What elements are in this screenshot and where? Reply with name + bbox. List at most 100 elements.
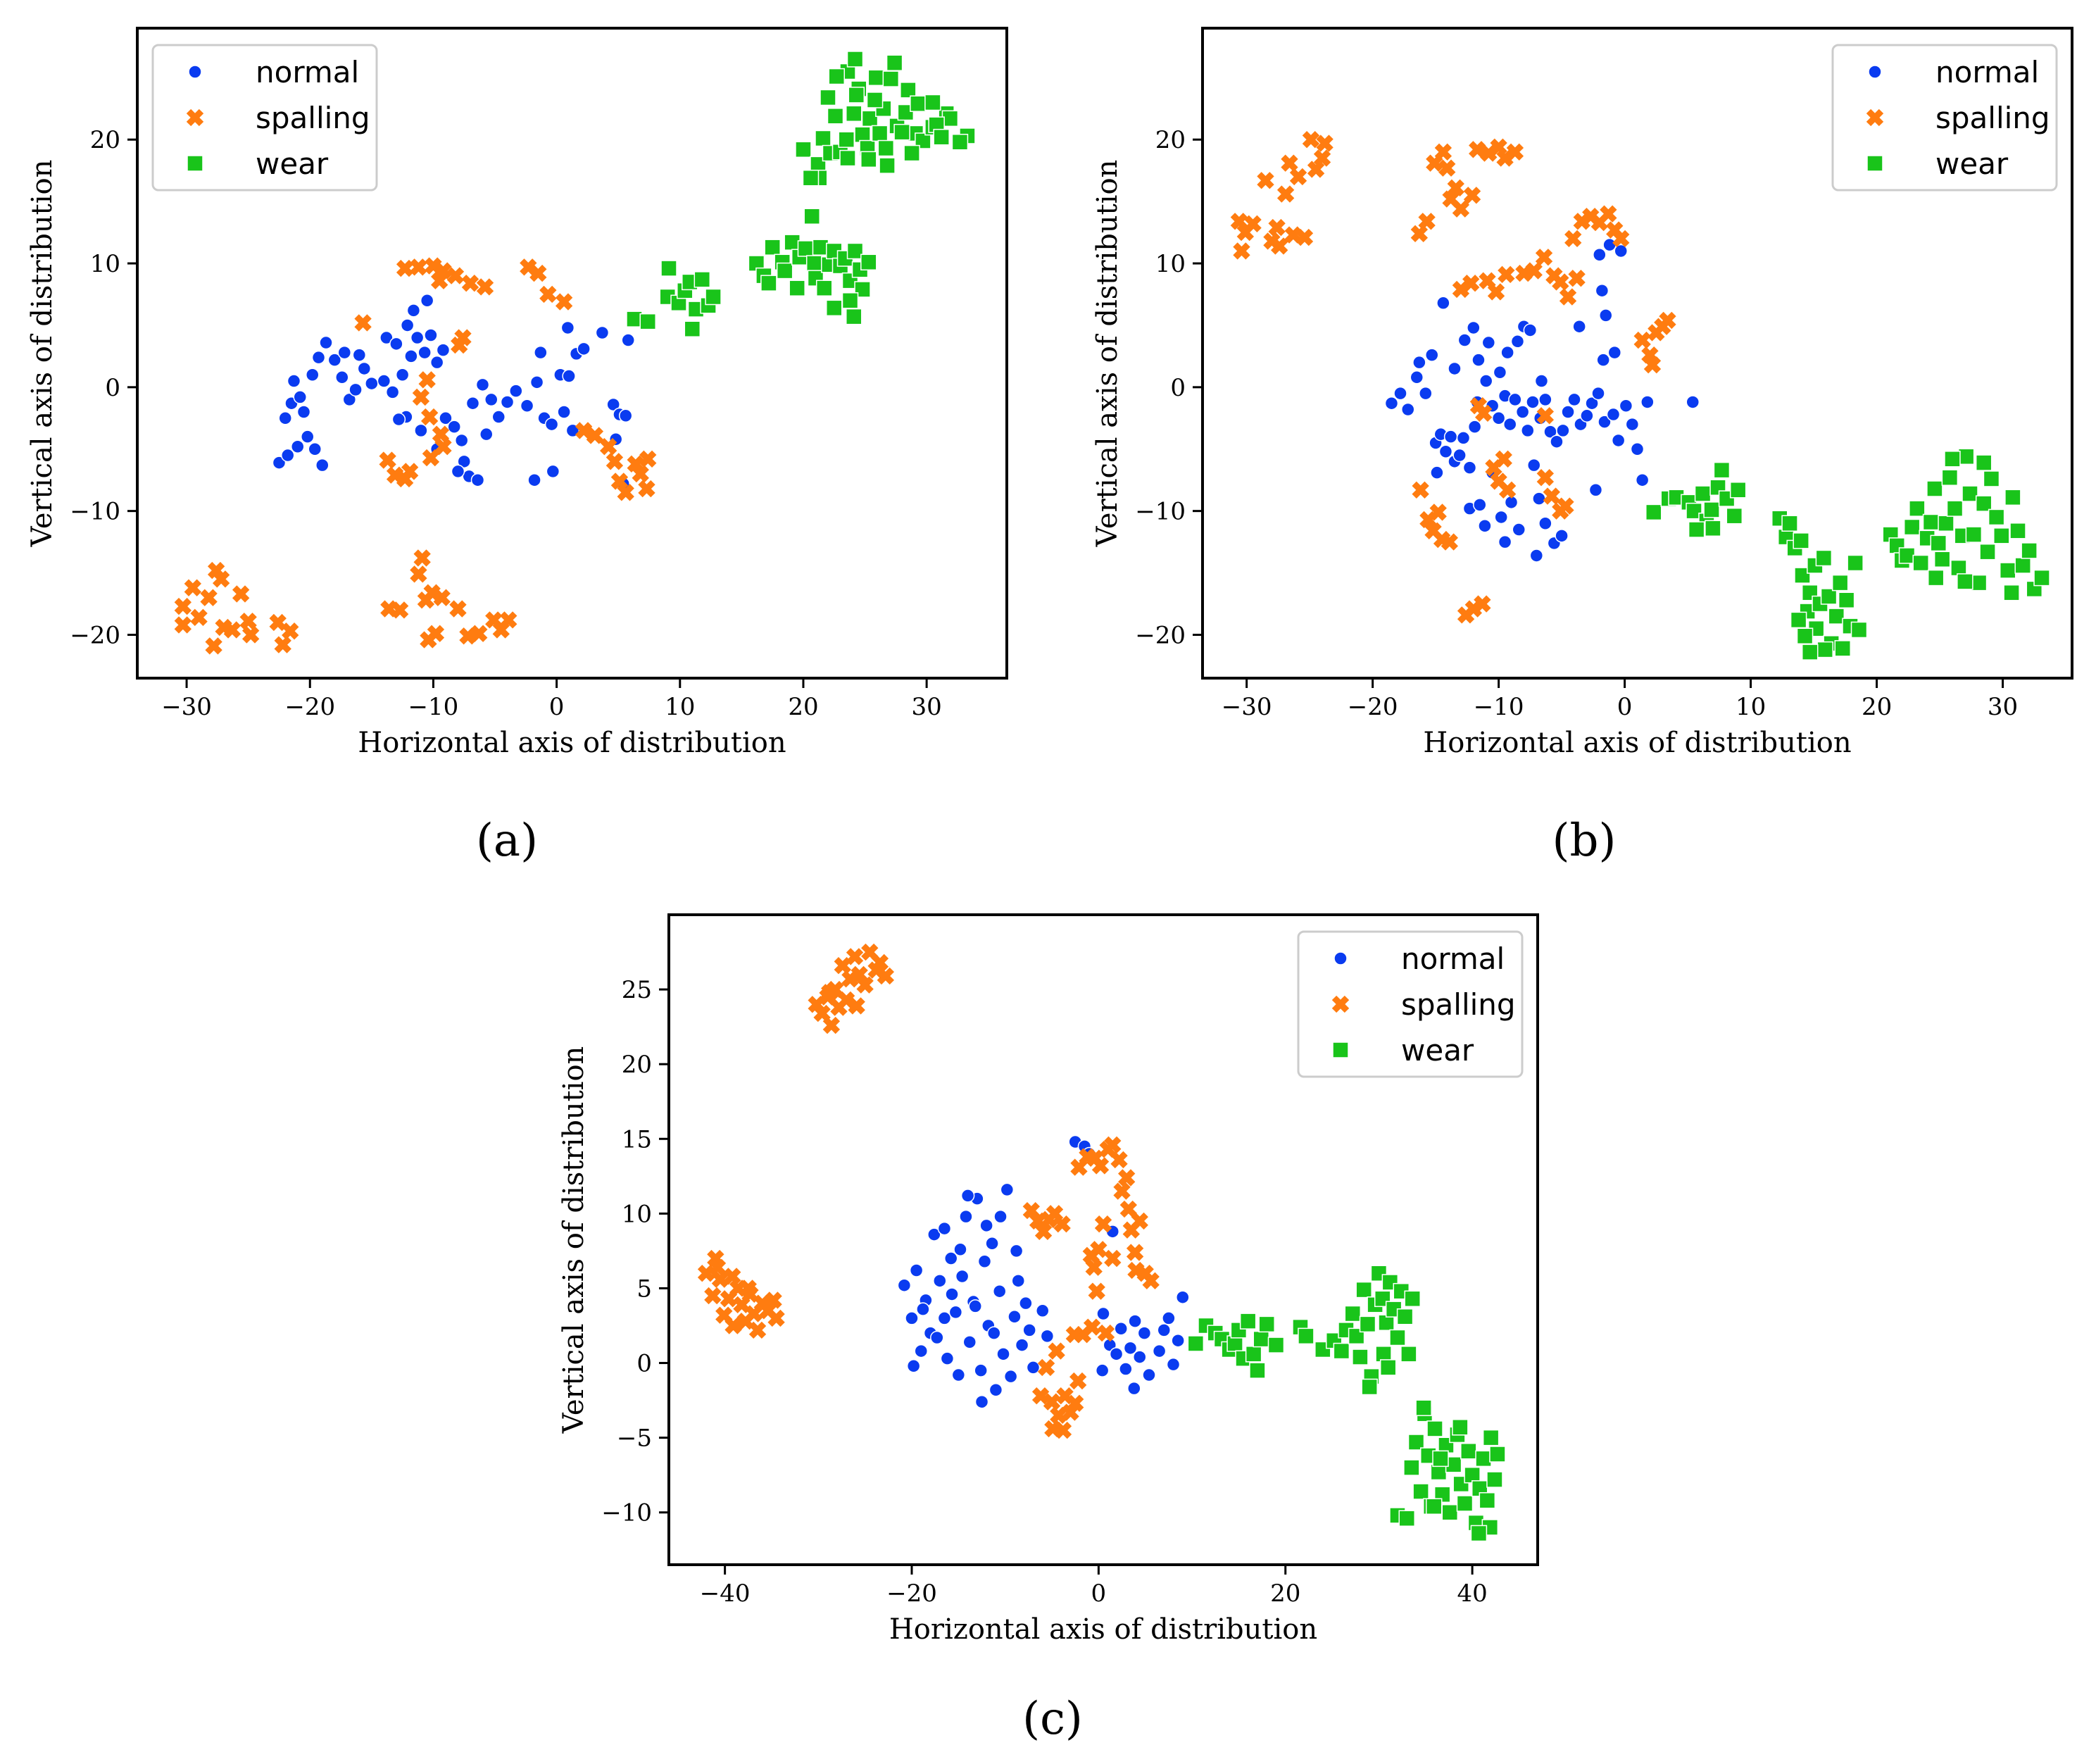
point-wear [1239,1313,1257,1330]
point-wear [1460,1442,1477,1460]
point-wear [764,239,781,256]
y-tick-label: 5 [636,1275,652,1303]
point-spalling [476,278,494,296]
y-axis-label: Vertical axis of distribution [558,1046,590,1434]
point-wear [1927,569,1945,587]
point-normal [1467,320,1481,335]
point-normal [500,395,515,409]
point-wear [1298,1327,1314,1345]
point-normal [1096,1306,1110,1321]
x-tick-label: −20 [1348,693,1398,721]
point-normal [1011,1274,1026,1288]
point-normal [959,1209,973,1224]
point-spalling [856,976,874,994]
point-spalling [739,1280,757,1297]
point-wear [1352,1349,1369,1365]
point-wear [951,133,969,151]
point-wear [2014,557,2031,574]
point-normal [945,1287,959,1301]
point-wear [1983,470,2000,487]
point-normal [1640,395,1655,409]
point-normal [1000,1182,1015,1197]
point-spalling [1044,1420,1062,1438]
point-wear [1930,534,1947,552]
point-wear [1828,608,1845,625]
point-spalling [599,438,617,456]
point-normal [1142,1368,1156,1382]
point-spalling [1091,1157,1110,1175]
point-spalling [1600,205,1617,223]
point-spalling [724,1317,742,1334]
point-wear [1412,1483,1429,1500]
point-spalling [605,453,624,470]
point-spalling [1126,1244,1144,1261]
point-wear [1726,507,1743,525]
point-normal [1607,345,1622,360]
point-normal [414,423,428,438]
point-spalling [1276,185,1295,203]
series-normal [272,294,635,491]
point-normal [1593,247,1607,262]
point-normal [985,1237,999,1251]
y-tick-label: 10 [1155,250,1186,278]
point-spalling [1085,1258,1103,1276]
point-normal [509,384,523,398]
point-normal [565,423,580,438]
y-tick-label: −5 [617,1425,652,1453]
x-axis-label: Horizontal axis of distribution [358,727,786,759]
point-normal [968,1299,982,1313]
point-wear [1979,543,1996,561]
point-wear [882,70,900,87]
point-wear [861,110,879,127]
y-tick-label: −10 [1135,498,1186,526]
point-spalling [1142,1272,1160,1290]
point-spalling [431,272,448,289]
point-wear [1988,508,2005,526]
point-spalling [1568,269,1586,287]
point-wear [1957,448,1975,465]
legend-label-spalling: spalling [256,101,370,135]
point-normal [1019,1296,1033,1311]
point-spalling [1043,1393,1061,1410]
point-normal [996,1347,1010,1361]
point-wear [1344,1305,1362,1322]
point-normal [1162,1311,1176,1325]
point-spalling [470,625,488,642]
point-normal [424,328,438,342]
point-spalling [1495,450,1512,468]
point-normal [1619,399,1633,413]
x-tick-label: 0 [549,693,565,721]
point-wear [860,151,877,168]
point-wear [846,105,862,123]
y-tick-label: −20 [1135,621,1186,649]
point-wear [1790,611,1807,629]
point-wear [826,299,843,317]
point-normal [1561,405,1575,419]
point-wear [1941,469,1959,486]
point-normal [1176,1290,1190,1304]
legend-marker-spalling [1331,995,1350,1013]
point-normal [400,318,415,332]
point-spalling [379,451,396,469]
point-wear [1396,1308,1414,1325]
point-spalling [821,984,839,1001]
point-spalling [1434,143,1452,161]
point-wear [1258,1315,1275,1333]
point-spalling [174,597,192,615]
point-normal [927,1227,941,1241]
point-normal [520,399,534,413]
point-wear [1794,567,1811,584]
point-wear [846,308,862,325]
point-wear [1703,501,1720,518]
point-normal [906,1359,921,1373]
point-wear [760,275,777,292]
point-normal [544,417,559,432]
point-normal [1526,395,1540,409]
point-normal [410,330,425,345]
legend-label-normal: normal [256,55,359,89]
point-spalling [1270,237,1288,255]
legend-marker-normal [1333,951,1348,965]
point-normal [1529,549,1544,563]
point-wear [1957,573,1973,590]
point-normal [454,433,469,448]
